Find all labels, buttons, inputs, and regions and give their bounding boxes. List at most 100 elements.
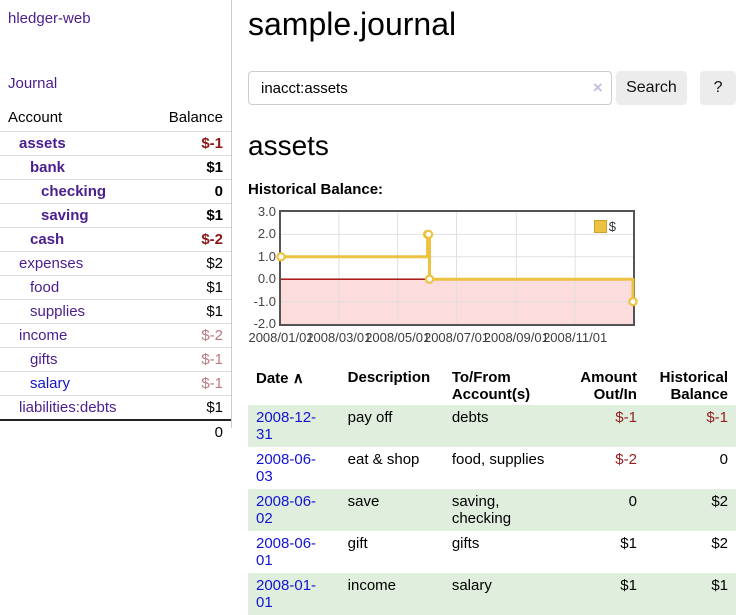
account-link-liabilities-debts[interactable]: liabilities:debts <box>19 399 117 416</box>
register-header-amount: Amount Out/In <box>580 369 637 403</box>
transaction-amount: $1 <box>620 577 637 594</box>
transaction-amount: 0 <box>628 493 637 510</box>
transaction-accounts: gifts <box>451 535 480 552</box>
transaction-description: eat & shop <box>347 451 420 468</box>
chart-plot-area[interactable]: $ <box>276 210 638 326</box>
transaction-description: pay off <box>347 409 393 426</box>
account-balance: $-1 <box>147 371 231 396</box>
account-link-cash[interactable]: cash <box>30 231 65 248</box>
clear-search-icon[interactable]: × <box>592 78 603 97</box>
x-tick-label: 2008/09/01 <box>483 330 549 345</box>
register-header-accounts: To/From Account(s) <box>451 369 531 403</box>
accounts-total-row: 0 <box>0 419 231 444</box>
account-link-food[interactable]: food <box>30 279 60 296</box>
transaction-date-link[interactable]: 2008-06-02 <box>256 493 317 527</box>
search-form: × Search ? <box>248 71 736 105</box>
sidebar: hledger-web Journal Account Balance asse… <box>0 0 232 444</box>
transaction-description: gift <box>347 535 368 552</box>
account-balance: $1 <box>147 395 231 420</box>
chart-x-axis: 2008/01/01 2008/03/01 2008/05/01 2008/07/01… <box>248 330 635 346</box>
y-tick-label: 3.0 <box>257 204 276 219</box>
y-tick-label: 2.0 <box>257 226 276 242</box>
account-link-gifts[interactable]: gifts <box>30 351 58 368</box>
transaction-accounts: saving, checking <box>451 493 512 527</box>
accounts-table: Account Balance assets $-1 bank $1 checking 0… <box>0 106 231 444</box>
transaction-balance: $1 <box>711 577 728 594</box>
account-balance: $1 <box>147 299 231 324</box>
account-link-salary[interactable]: salary <box>30 375 71 392</box>
register-header-balance: Historical Balance <box>659 369 728 403</box>
sidebar-item-journal[interactable]: Journal <box>8 75 58 92</box>
account-row: salary $-1 <box>0 371 231 396</box>
transaction-balance: $2 <box>711 535 728 552</box>
chart-legend: $ <box>593 219 616 234</box>
account-link-bank[interactable]: bank <box>30 159 66 176</box>
transaction-row: 2008-06-01 gift gifts $1 $2 <box>248 531 736 573</box>
x-tick-label: 2008/05/01 <box>365 330 431 345</box>
transaction-date-link[interactable]: 2008-01-01 <box>256 577 317 611</box>
account-row: saving $1 <box>0 203 231 228</box>
account-row: food $1 <box>0 275 231 300</box>
account-balance: $-2 <box>147 323 231 348</box>
transaction-amount: $1 <box>620 535 637 552</box>
account-row: gifts $-1 <box>0 347 231 372</box>
transaction-date-link[interactable]: 2008-06-01 <box>256 535 317 569</box>
transaction-balance: $2 <box>711 493 728 510</box>
account-link-supplies[interactable]: supplies <box>30 303 86 320</box>
account-link-saving[interactable]: saving <box>41 207 89 224</box>
account-row: cash $-2 <box>0 227 231 252</box>
accounts-header-account: Account <box>8 109 63 126</box>
account-balance: $-2 <box>147 227 231 252</box>
main-content: sample.journal × Search ? assets Histori… <box>233 0 742 615</box>
register-header-description: Description <box>347 369 431 386</box>
transaction-row: 2008-06-02 save saving, checking 0 $2 <box>248 489 736 531</box>
x-tick-label: 2008/03/01 <box>306 330 372 345</box>
account-balance: 0 <box>147 179 231 204</box>
transaction-date-link[interactable]: 2008-12-31 <box>256 409 317 443</box>
x-tick-label: 2008/07/01 <box>423 330 490 345</box>
accounts-total: 0 <box>147 419 231 444</box>
account-row: bank $1 <box>0 155 231 180</box>
account-row: supplies $1 <box>0 299 231 324</box>
app-title-link[interactable]: hledger-web <box>8 10 91 27</box>
account-balance: $1 <box>147 203 231 228</box>
y-tick-label: -2.0 <box>253 316 276 331</box>
y-tick-label: -1.0 <box>253 293 276 309</box>
transaction-date-link[interactable]: 2008-06-03 <box>256 451 317 485</box>
account-row: liabilities:debts $1 <box>0 395 231 420</box>
account-link-checking[interactable]: checking <box>41 183 107 200</box>
transaction-description: income <box>347 577 397 594</box>
register-header-date[interactable]: Date ∧ <box>256 370 304 387</box>
account-link-assets[interactable]: assets <box>19 135 66 152</box>
account-balance: $1 <box>147 275 231 300</box>
account-balance: $-1 <box>147 347 231 372</box>
chart-label: Historical Balance: <box>248 181 384 198</box>
page-title: sample.journal <box>248 6 457 42</box>
help-button[interactable]: ? <box>700 71 736 105</box>
transaction-balance: 0 <box>719 451 728 468</box>
account-row: expenses $2 <box>0 251 231 276</box>
account-row: income $-2 <box>0 323 231 348</box>
account-link-income[interactable]: income <box>19 327 68 344</box>
transaction-amount: $-1 <box>615 409 637 426</box>
account-balance: $-1 <box>147 131 231 156</box>
transaction-row: 2008-12-31 pay off debts $-1 $-1 <box>248 405 736 447</box>
transaction-balance: $-1 <box>706 409 728 426</box>
search-input[interactable] <box>248 71 612 105</box>
account-row: checking 0 <box>0 179 231 204</box>
account-link-expenses[interactable]: expenses <box>19 255 84 272</box>
balance-chart: 3.0 2.0 1.0 0.0 -1.0 -2.0 $ 2008/01/01 2008/03… <box>248 204 736 346</box>
account-heading: assets <box>248 130 329 161</box>
transaction-accounts: food, supplies <box>451 451 545 468</box>
legend-swatch <box>593 220 607 233</box>
account-balance: $2 <box>147 251 231 276</box>
transaction-accounts: salary <box>451 577 492 594</box>
search-button[interactable]: Search <box>615 71 688 105</box>
sort-ascending-icon: ∧ <box>292 370 304 387</box>
y-tick-label: 0.0 <box>257 271 276 287</box>
transaction-row: 2008-06-03 eat & shop food, supplies $-2 0 <box>248 447 736 489</box>
legend-label: $ <box>608 219 616 234</box>
transaction-row: 2008-01-01 income salary $1 $1 <box>248 573 736 615</box>
transaction-amount: $-2 <box>615 451 637 468</box>
register-table: Date ∧ Description To/From Account(s) Amo… <box>248 367 736 615</box>
